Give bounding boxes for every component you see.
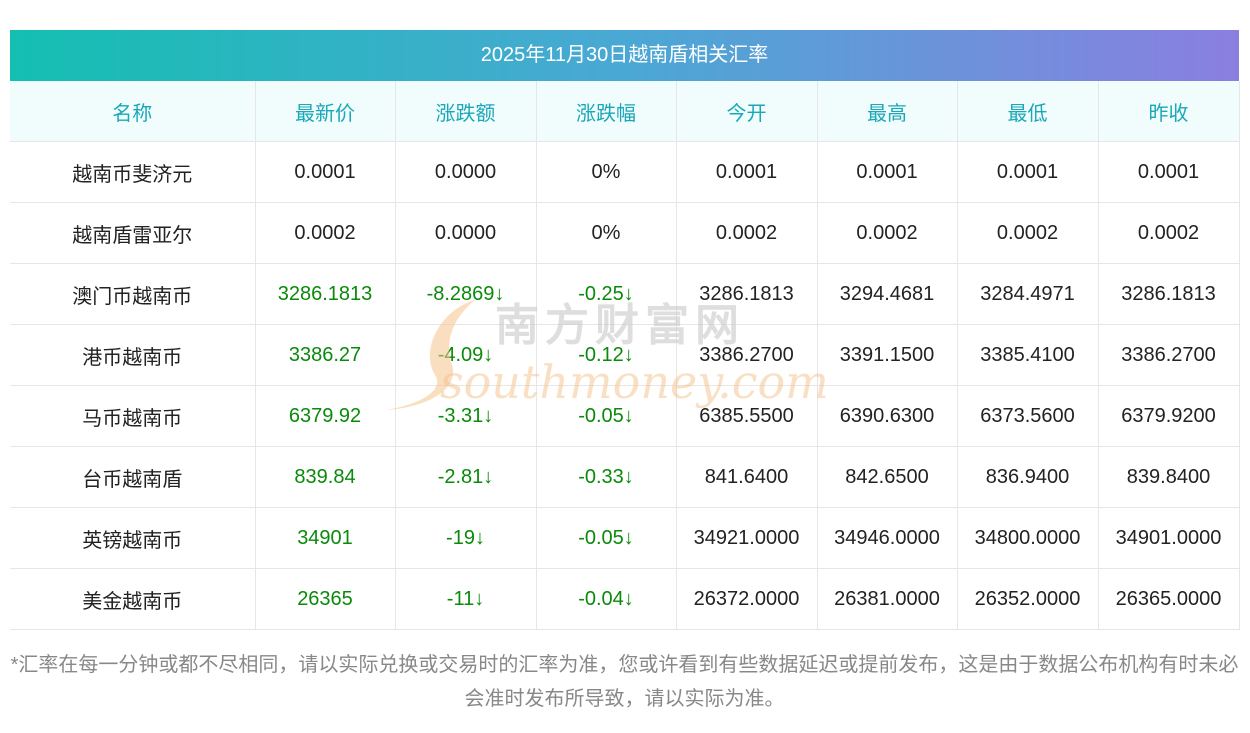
cell-latest: 3386.27 bbox=[255, 324, 396, 386]
cell-change-pct: 0% bbox=[536, 202, 677, 264]
cell-change-pct: -0.25↓ bbox=[536, 263, 677, 325]
cell-low: 3385.4100 bbox=[957, 324, 1099, 386]
cell-open: 0.0001 bbox=[676, 141, 818, 203]
cell-change-pct: -0.05↓ bbox=[536, 507, 677, 569]
table-row: 马币越南币 6379.92 -3.31↓ -0.05↓ 6385.5500 6390.63… bbox=[10, 385, 1240, 447]
cell-open: 3386.2700 bbox=[676, 324, 818, 386]
rate-table-container: 2025年11月30日越南盾相关汇率 名称 最新价 涨跌额 涨跌幅 今开 最高 … bbox=[10, 30, 1240, 716]
cell-change: -11↓ bbox=[395, 568, 537, 630]
cell-low: 3284.4971 bbox=[957, 263, 1099, 325]
cell-low: 6373.5600 bbox=[957, 385, 1099, 447]
cell-prev-close: 34901.0000 bbox=[1098, 507, 1240, 569]
cell-open: 0.0002 bbox=[676, 202, 818, 264]
cell-latest: 0.0001 bbox=[255, 141, 396, 203]
cell-name: 越南币斐济元 bbox=[10, 141, 256, 203]
column-header-high: 最高 bbox=[817, 81, 958, 142]
cell-prev-close: 0.0002 bbox=[1098, 202, 1240, 264]
cell-name: 美金越南币 bbox=[10, 568, 256, 630]
cell-change: 0.0000 bbox=[395, 202, 537, 264]
cell-low: 0.0002 bbox=[957, 202, 1099, 264]
table-title: 2025年11月30日越南盾相关汇率 bbox=[10, 30, 1239, 81]
column-header-open: 今开 bbox=[676, 81, 818, 142]
cell-high: 842.6500 bbox=[817, 446, 958, 508]
cell-name: 越南盾雷亚尔 bbox=[10, 202, 256, 264]
column-header-name: 名称 bbox=[10, 81, 256, 142]
cell-low: 836.9400 bbox=[957, 446, 1099, 508]
cell-change: -19↓ bbox=[395, 507, 537, 569]
cell-latest: 34901 bbox=[255, 507, 396, 569]
cell-high: 0.0002 bbox=[817, 202, 958, 264]
cell-open: 26372.0000 bbox=[676, 568, 818, 630]
cell-high: 34946.0000 bbox=[817, 507, 958, 569]
cell-open: 841.6400 bbox=[676, 446, 818, 508]
column-header-latest: 最新价 bbox=[255, 81, 396, 142]
cell-name: 港币越南币 bbox=[10, 324, 256, 386]
column-header-low: 最低 bbox=[957, 81, 1099, 142]
table-row: 台币越南盾 839.84 -2.81↓ -0.33↓ 841.6400 842.6500 8… bbox=[10, 446, 1240, 508]
cell-high: 0.0001 bbox=[817, 141, 958, 203]
cell-open: 6385.5500 bbox=[676, 385, 818, 447]
cell-prev-close: 0.0001 bbox=[1098, 141, 1240, 203]
cell-prev-close: 3286.1813 bbox=[1098, 263, 1240, 325]
disclaimer-note: *汇率在每一分钟或都不尽相同，请以实际兑换或交易时的汇率为准，您或许看到有些数据… bbox=[10, 654, 1239, 710]
cell-latest: 0.0002 bbox=[255, 202, 396, 264]
table-row: 美金越南币 26365 -11↓ -0.04↓ 26372.0000 26381.0000… bbox=[10, 568, 1240, 630]
cell-change-pct: 0% bbox=[536, 141, 677, 203]
cell-prev-close: 839.8400 bbox=[1098, 446, 1240, 508]
exchange-rate-table: 名称 最新价 涨跌额 涨跌幅 今开 最高 最低 昨收 越南币斐济元 0.0001 0… bbox=[10, 81, 1240, 630]
cell-low: 0.0001 bbox=[957, 141, 1099, 203]
cell-change: -4.09↓ bbox=[395, 324, 537, 386]
table-row: 越南盾雷亚尔 0.0002 0.0000 0% 0.0002 0.0002 0.0002 0.… bbox=[10, 202, 1240, 264]
cell-change: 0.0000 bbox=[395, 141, 537, 203]
column-header-change-pct: 涨跌幅 bbox=[536, 81, 677, 142]
table-header-row: 名称 最新价 涨跌额 涨跌幅 今开 最高 最低 昨收 bbox=[10, 81, 1240, 142]
cell-change-pct: -0.05↓ bbox=[536, 385, 677, 447]
cell-prev-close: 6379.9200 bbox=[1098, 385, 1240, 447]
cell-open: 3286.1813 bbox=[676, 263, 818, 325]
cell-name: 马币越南币 bbox=[10, 385, 256, 447]
table-row: 澳门币越南币 3286.1813 -8.2869↓ -0.25↓ 3286.1813 32… bbox=[10, 263, 1240, 325]
cell-latest: 839.84 bbox=[255, 446, 396, 508]
cell-high: 26381.0000 bbox=[817, 568, 958, 630]
cell-change-pct: -0.12↓ bbox=[536, 324, 677, 386]
column-header-prev-close: 昨收 bbox=[1098, 81, 1240, 142]
cell-low: 26352.0000 bbox=[957, 568, 1099, 630]
cell-low: 34800.0000 bbox=[957, 507, 1099, 569]
cell-name: 台币越南盾 bbox=[10, 446, 256, 508]
cell-latest: 26365 bbox=[255, 568, 396, 630]
cell-latest: 6379.92 bbox=[255, 385, 396, 447]
cell-change: -3.31↓ bbox=[395, 385, 537, 447]
column-header-change: 涨跌额 bbox=[395, 81, 537, 142]
table-row: 越南币斐济元 0.0001 0.0000 0% 0.0001 0.0001 0.0001 0.… bbox=[10, 141, 1240, 203]
cell-change-pct: -0.33↓ bbox=[536, 446, 677, 508]
cell-name: 英镑越南币 bbox=[10, 507, 256, 569]
cell-change: -2.81↓ bbox=[395, 446, 537, 508]
cell-high: 3294.4681 bbox=[817, 263, 958, 325]
cell-name: 澳门币越南币 bbox=[10, 263, 256, 325]
cell-prev-close: 26365.0000 bbox=[1098, 568, 1240, 630]
cell-change: -8.2869↓ bbox=[395, 263, 537, 325]
table-row: 英镑越南币 34901 -19↓ -0.05↓ 34921.0000 34946.0000… bbox=[10, 507, 1240, 569]
cell-prev-close: 3386.2700 bbox=[1098, 324, 1240, 386]
cell-high: 6390.6300 bbox=[817, 385, 958, 447]
cell-change-pct: -0.04↓ bbox=[536, 568, 677, 630]
cell-high: 3391.1500 bbox=[817, 324, 958, 386]
cell-latest: 3286.1813 bbox=[255, 263, 396, 325]
cell-open: 34921.0000 bbox=[676, 507, 818, 569]
table-row: 港币越南币 3386.27 -4.09↓ -0.12↓ 3386.2700 3391.15… bbox=[10, 324, 1240, 386]
